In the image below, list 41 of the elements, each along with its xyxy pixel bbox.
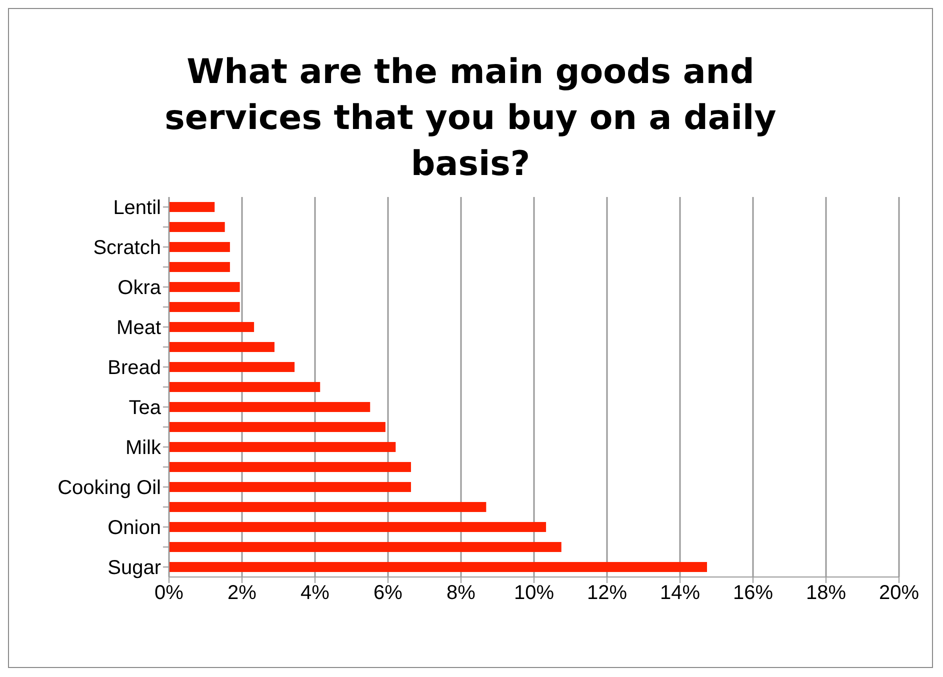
bar <box>169 442 396 452</box>
x-tick-label: 6% <box>374 582 403 604</box>
y-tick-label: Milk <box>125 437 162 460</box>
bar <box>169 202 215 212</box>
bar <box>169 322 254 332</box>
bar <box>169 282 240 292</box>
y-tick-label: Onion <box>108 517 161 540</box>
chart-title: What are the main goods and services that you buy on a daily basis? <box>164 51 778 186</box>
bar <box>169 402 370 412</box>
x-tick-label: 0% <box>154 582 184 604</box>
x-tick-label: 2% <box>228 582 257 604</box>
bar <box>169 362 295 372</box>
x-tick-label: 14% <box>660 582 700 604</box>
y-tick-label: Sugar <box>108 557 162 580</box>
bar <box>169 422 386 432</box>
bar <box>169 562 708 572</box>
y-tick-label: Scratch <box>93 237 161 260</box>
bar <box>169 302 240 312</box>
x-tick-label: 8% <box>446 582 476 604</box>
x-tick-label: 18% <box>806 582 846 604</box>
bar <box>169 242 230 252</box>
x-tick-label: 12% <box>586 582 628 604</box>
bar <box>169 462 411 472</box>
bar <box>169 262 230 272</box>
x-tick-label: 4% <box>300 582 330 604</box>
bar <box>169 522 546 532</box>
bar <box>169 382 320 392</box>
bar <box>169 222 225 232</box>
bar <box>169 542 562 552</box>
y-tick-label: Lentil <box>113 197 161 220</box>
x-tick-label: 10% <box>514 582 554 604</box>
x-tick-label: 16% <box>732 582 774 604</box>
y-tick-label: Meat <box>116 317 162 340</box>
bar <box>169 482 411 492</box>
y-tick-label: Okra <box>118 277 162 300</box>
y-tick-label: Bread <box>108 357 161 380</box>
y-tick-label: Tea <box>128 397 162 420</box>
y-tick-label: Cooking Oil <box>58 477 161 500</box>
x-tick-label: 20% <box>878 582 920 604</box>
bar <box>169 502 486 512</box>
bar <box>169 342 274 352</box>
